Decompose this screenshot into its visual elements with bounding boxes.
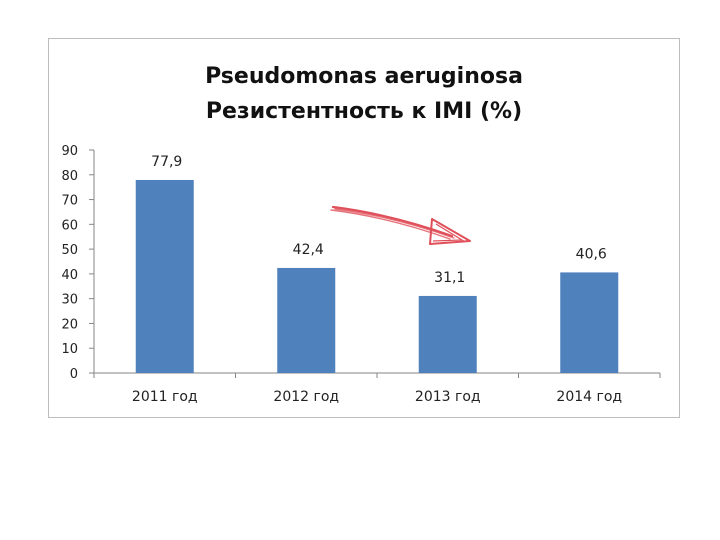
x-tick-label: 2012 год (273, 389, 339, 405)
trend-arrow-icon (330, 205, 471, 245)
arrow-stroke (331, 205, 454, 238)
chart-title: Pseudomonas aeruginosa Резистентность к … (205, 64, 523, 124)
chart-title-line-1: Pseudomonas aeruginosa (205, 64, 523, 89)
y-tick-label: 10 (61, 342, 78, 357)
y-tick-label: 0 (70, 367, 78, 382)
x-tick-label: 2011 год (132, 389, 198, 405)
bar (277, 267, 336, 373)
y-axis: 0 10 20 30 40 50 60 70 80 90 (61, 144, 95, 382)
data-label: 42,4 (293, 242, 324, 258)
data-label: 31,1 (434, 270, 465, 286)
y-tick-label: 40 (61, 268, 78, 283)
x-tick-label: 2013 год (415, 389, 481, 405)
data-labels: 77,9 42,4 31,1 40,6 (151, 154, 607, 286)
data-label: 40,6 (576, 246, 607, 262)
bar (560, 272, 619, 373)
y-tick-label: 50 (61, 243, 78, 258)
bar (135, 179, 194, 373)
x-tick-label: 2014 год (556, 389, 622, 405)
chart-title-line-2: Резистентность к IMI (%) (206, 99, 522, 124)
y-tick-label: 20 (61, 317, 78, 332)
arrow-head (429, 218, 471, 245)
y-tick-label: 30 (61, 293, 78, 308)
bar (418, 295, 477, 373)
x-axis: 2011 год 2012 год 2013 год 2014 год (93, 372, 661, 405)
bars (135, 179, 619, 373)
y-tick-label: 60 (61, 218, 78, 233)
y-tick-label: 80 (61, 169, 78, 184)
y-tick-label: 70 (61, 194, 78, 209)
arrow-head-sketch (432, 223, 465, 242)
arrow-stroke (330, 209, 451, 240)
y-tick-label: 90 (61, 144, 78, 159)
arrow-stroke (334, 208, 455, 239)
data-label: 77,9 (151, 154, 182, 170)
